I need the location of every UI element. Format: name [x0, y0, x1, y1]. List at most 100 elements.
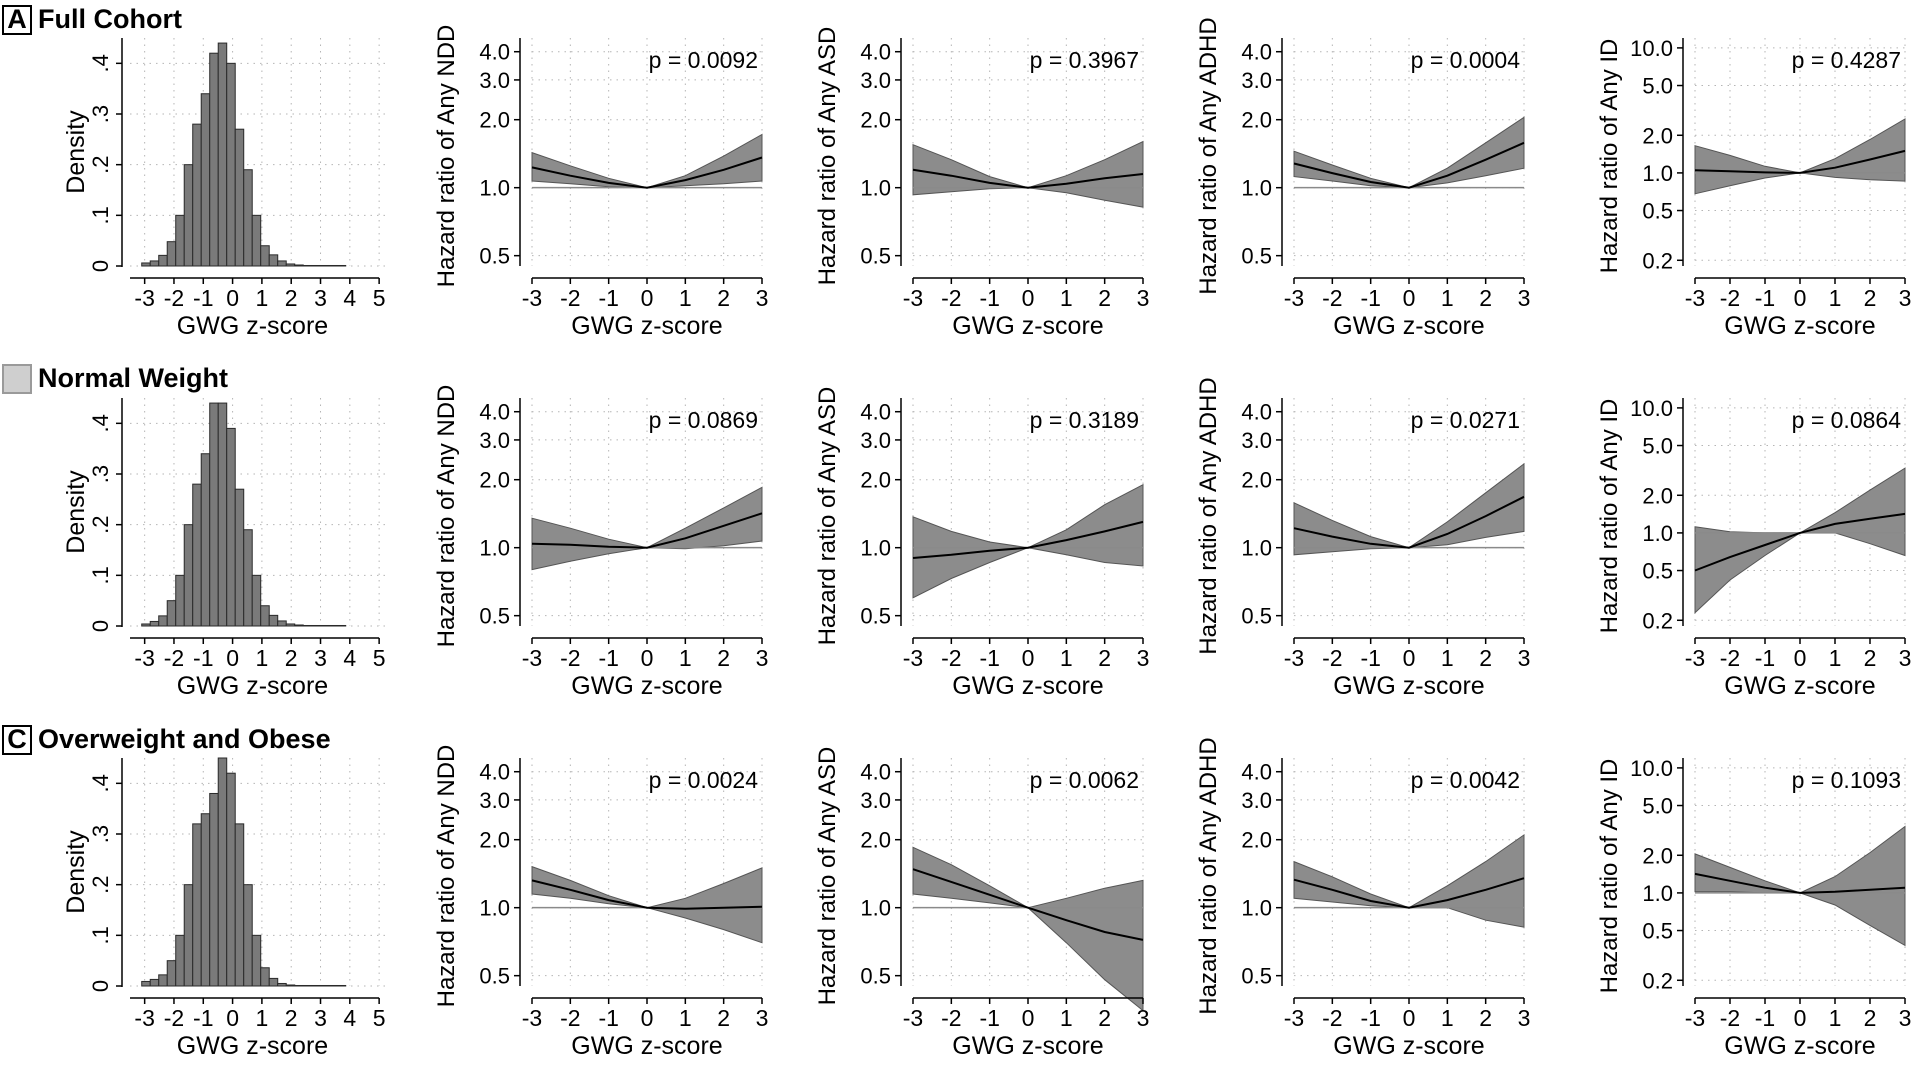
x-axis-label: GWG z-score — [1724, 1032, 1875, 1060]
histogram-bar — [268, 977, 279, 987]
x-tick-label: 2 — [285, 285, 298, 311]
y-tick-label: 0.5 — [1241, 964, 1272, 989]
y-tick-label: 5.0 — [1642, 794, 1673, 819]
y-tick-label: .4 — [88, 54, 113, 72]
x-tick-label: -2 — [560, 645, 580, 671]
p-value-annotation: p = 0.0024 — [649, 767, 759, 793]
histogram-bar — [200, 813, 211, 987]
histogram-bar — [192, 483, 202, 627]
y-tick-label: 4.0 — [479, 40, 510, 65]
x-axis-label: GWG z-score — [952, 312, 1103, 340]
y-tick-label: 0.5 — [1642, 199, 1673, 224]
panel-letter-c: C — [2, 724, 32, 755]
p-value-annotation: p = 0.0092 — [649, 47, 758, 73]
y-tick-label: 0.5 — [1642, 919, 1673, 944]
y-tick-label: 2.0 — [860, 108, 891, 133]
histogram-bar — [285, 623, 296, 627]
hazard-ratio-line — [531, 879, 763, 910]
histogram-bar — [149, 620, 160, 627]
histogram-bar — [217, 402, 228, 627]
p-value-annotation: p = 0.0869 — [649, 407, 758, 433]
x-tick-label: -3 — [1284, 645, 1304, 671]
y-axis-label: Hazard ratio of Any ADHD — [1195, 377, 1222, 654]
confidence-band — [1293, 116, 1525, 189]
y-tick-label: 2.0 — [479, 828, 510, 853]
histogram-bar — [183, 164, 194, 267]
x-tick-label: 5 — [373, 645, 386, 671]
y-tick-label: 0.5 — [479, 244, 510, 269]
x-tick-label: 3 — [756, 285, 769, 311]
x-tick-label: 3 — [314, 645, 327, 671]
y-tick-label: .2 — [88, 515, 113, 533]
y-tick-label: 0.5 — [860, 244, 891, 269]
chart-panel-0-1: 0.5 1.0 2.0 3.0 4.0 -3 -2 -1 0 1 2 3 GWG z-score Haza… — [433, 25, 768, 340]
x-tick-label: 2 — [1479, 1005, 1492, 1031]
p-value-annotation: p = 0.4287 — [1792, 47, 1901, 73]
chart-panel-2-4: 0.2 0.5 1.0 2.0 5.0 10.0 -3 -2 -1 0 1 2 3 GWG z-score… — [1596, 756, 1911, 1060]
histogram-bar — [175, 574, 185, 627]
x-tick-label: 3 — [314, 1005, 327, 1031]
histogram-bar — [277, 260, 287, 267]
histogram-bar — [209, 402, 219, 627]
chart-panel-2-2: 0.5 1.0 2.0 3.0 4.0 -3 -2 -1 0 1 2 3 GWG z-score Haza… — [814, 747, 1149, 1060]
histogram-bar — [217, 42, 228, 267]
x-tick-label: 0 — [1403, 285, 1416, 311]
histogram-bar — [311, 984, 321, 987]
y-tick-label: 2.0 — [1241, 828, 1272, 853]
y-tick-label: 3.0 — [479, 68, 510, 93]
x-tick-label: -3 — [522, 285, 542, 311]
x-tick-label: -3 — [134, 1005, 154, 1031]
confidence-band — [912, 483, 1144, 599]
x-tick-label: -2 — [1720, 1005, 1740, 1031]
y-tick-label: 4.0 — [860, 760, 891, 785]
y-tick-label: 3.0 — [860, 788, 891, 813]
confidence-band — [531, 865, 763, 944]
y-axis-label: Hazard ratio of Any ADHD — [1195, 17, 1222, 294]
histogram-bar — [175, 934, 185, 987]
histogram-bar — [328, 264, 338, 267]
x-tick-label: 5 — [373, 1005, 386, 1031]
confidence-band — [531, 486, 763, 571]
hazard-ratio-line — [1293, 495, 1525, 549]
x-axis-label: GWG z-score — [177, 1032, 328, 1060]
y-axis-label: Hazard ratio of Any ID — [1596, 399, 1623, 634]
y-axis-label: Hazard ratio of Any NDD — [433, 745, 460, 1008]
x-tick-label: -1 — [193, 1005, 213, 1031]
y-tick-label: 2.0 — [860, 828, 891, 853]
histogram-bar — [294, 984, 304, 987]
y-tick-label: 2.0 — [1241, 108, 1272, 133]
chart-panel-0-2: 0.5 1.0 2.0 3.0 4.0 -3 -2 -1 0 1 2 3 GWG z-score Haza… — [814, 27, 1149, 340]
y-tick-label: 1.0 — [1241, 896, 1272, 921]
y-tick-label: 10.0 — [1630, 756, 1673, 781]
histogram-bar — [302, 984, 313, 987]
chart-panel-1-1: 0.5 1.0 2.0 3.0 4.0 -3 -2 -1 0 1 2 3 GWG z-score Haza… — [433, 385, 768, 700]
histogram-bar — [200, 93, 211, 267]
histogram-bar — [166, 960, 177, 987]
x-tick-label: -3 — [903, 285, 923, 311]
y-tick-label: .3 — [88, 105, 113, 123]
y-axis-label: Hazard ratio of Any ASD — [814, 27, 841, 286]
histogram-bar — [243, 169, 253, 267]
x-tick-label: -2 — [1720, 285, 1740, 311]
y-tick-label: 1.0 — [479, 176, 510, 201]
x-tick-label: -1 — [1360, 1005, 1380, 1031]
p-value-annotation: p = 0.1093 — [1792, 767, 1901, 793]
y-tick-label: 1.0 — [860, 536, 891, 561]
y-tick-label: 0.5 — [860, 964, 891, 989]
y-tick-label: .4 — [88, 414, 113, 432]
x-tick-label: 1 — [1060, 1005, 1073, 1031]
y-tick-label: 1.0 — [1642, 161, 1673, 186]
x-tick-label: 0 — [1022, 285, 1035, 311]
y-tick-label: .1 — [88, 926, 113, 944]
histogram-bar — [336, 984, 347, 987]
x-tick-label: 3 — [1518, 285, 1531, 311]
y-tick-label: .1 — [88, 566, 113, 584]
histogram-bar — [319, 984, 330, 987]
hazard-ratio-line — [1694, 149, 1906, 174]
x-tick-label: -3 — [1284, 285, 1304, 311]
x-tick-label: -2 — [164, 1005, 184, 1031]
confidence-band — [1293, 833, 1525, 928]
x-tick-label: -1 — [1360, 645, 1380, 671]
